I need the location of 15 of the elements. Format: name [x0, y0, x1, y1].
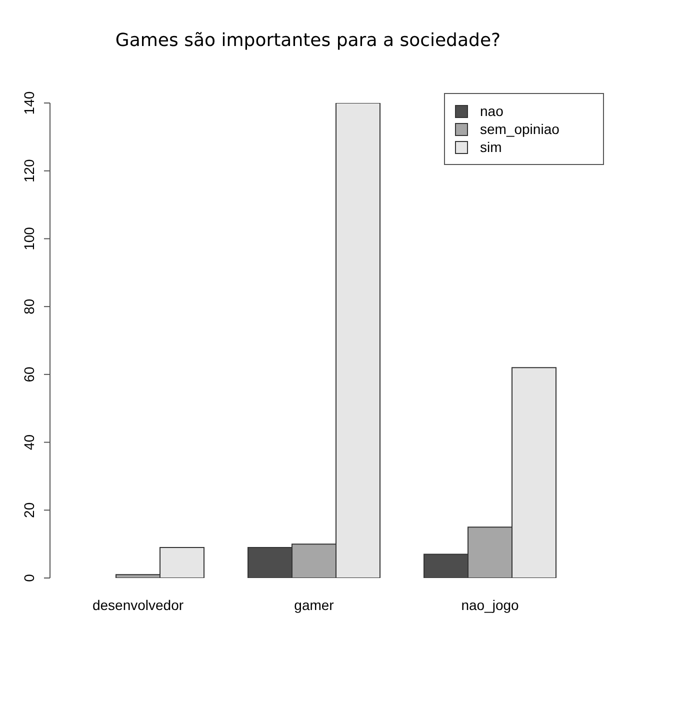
y-tick-label: 140: [21, 91, 37, 115]
y-tick-label: 40: [21, 434, 37, 450]
y-tick-label: 60: [21, 366, 37, 382]
x-tick-label: desenvolvedor: [92, 596, 184, 613]
legend-label: nao: [480, 102, 504, 120]
y-tick-label: 80: [21, 298, 37, 314]
y-tick-label: 100: [21, 226, 37, 250]
x-tick-label: gamer: [294, 596, 334, 613]
chart-title: Games são importantes para a sociedade?: [114, 30, 502, 51]
legend-label: sim: [480, 138, 502, 156]
y-tick-label: 20: [21, 502, 37, 518]
y-tick-label: 120: [21, 158, 37, 183]
legend-label: sem_opiniao: [480, 120, 560, 138]
y-tick-label: 0: [21, 574, 37, 582]
x-tick-label: nao_jogo: [461, 596, 520, 613]
